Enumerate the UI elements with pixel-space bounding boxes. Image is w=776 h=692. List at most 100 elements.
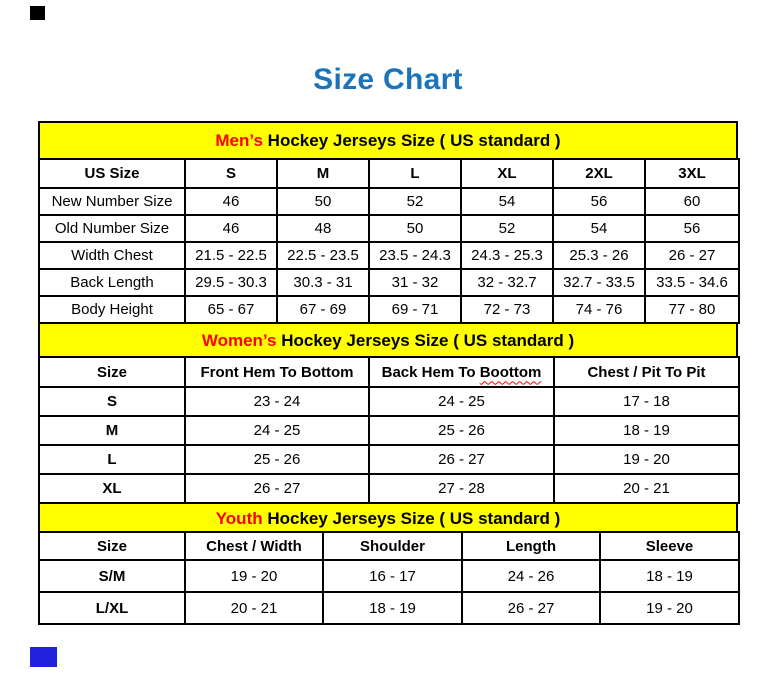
column-header: XL <box>460 158 554 189</box>
size-value: 16 - 17 <box>322 559 463 593</box>
size-value: 25 - 26 <box>368 415 555 446</box>
column-header: US Size <box>38 158 186 189</box>
size-value: 23.5 - 24.3 <box>368 241 462 270</box>
object-anchor-marker <box>30 6 45 20</box>
table-row: S 23 - 24 24 - 25 17 - 18 <box>38 386 740 417</box>
size-value: 52 <box>460 214 554 243</box>
section-womens: Women’s Hockey Jerseys Size ( US standar… <box>38 322 740 504</box>
size-value: 54 <box>552 214 646 243</box>
column-header: Chest / Pit To Pit <box>553 356 740 388</box>
size-value: 25 - 26 <box>184 444 370 475</box>
row-label: Body Height <box>38 295 186 324</box>
size-value: 20 - 21 <box>553 473 740 504</box>
size-value: 65 - 67 <box>184 295 278 324</box>
misspelled-word: Boottom <box>479 363 542 381</box>
size-value: 18 - 19 <box>599 559 740 593</box>
size-value: 18 - 19 <box>322 591 463 625</box>
section-mens: Men’s Hockey Jerseys Size ( US standard … <box>38 121 740 324</box>
section-band-youth: Youth Hockey Jerseys Size ( US standard … <box>38 502 738 533</box>
size-value: 77 - 80 <box>644 295 740 324</box>
column-header: M <box>276 158 370 189</box>
size-value: 23 - 24 <box>184 386 370 417</box>
table-row: L 25 - 26 26 - 27 19 - 20 <box>38 444 740 475</box>
row-label: XL <box>38 473 186 504</box>
size-value: 52 <box>368 187 462 216</box>
row-label: L/XL <box>38 591 186 625</box>
column-header: Back Hem To Boottom <box>368 356 555 388</box>
page-margin-marker <box>30 647 57 667</box>
size-value: 24 - 26 <box>461 559 601 593</box>
column-header: Chest / Width <box>184 531 324 561</box>
table-row: S/M 19 - 20 16 - 17 24 - 26 18 - 19 <box>38 559 740 593</box>
band-highlight-womens: Women’s <box>201 331 277 350</box>
section-youth: Youth Hockey Jerseys Size ( US standard … <box>38 502 740 625</box>
column-header: 2XL <box>552 158 646 189</box>
table-row: XL 26 - 27 27 - 28 20 - 21 <box>38 473 740 504</box>
row-label: S <box>38 386 186 417</box>
column-header: Shoulder <box>322 531 463 561</box>
column-header: Length <box>461 531 601 561</box>
size-value: 48 <box>276 214 370 243</box>
size-value: 56 <box>644 214 740 243</box>
band-highlight-youth: Youth <box>215 508 263 528</box>
size-value: 50 <box>368 214 462 243</box>
table-row: New Number Size 46 50 52 54 56 60 <box>38 187 740 216</box>
size-value: 19 - 20 <box>184 559 324 593</box>
column-header: Size <box>38 356 186 388</box>
size-value: 32.7 - 33.5 <box>552 268 646 297</box>
size-value: 31 - 32 <box>368 268 462 297</box>
header-row: Size Chest / Width Shoulder Length Sleeve <box>38 531 740 561</box>
table-row: L/XL 20 - 21 18 - 19 26 - 27 19 - 20 <box>38 591 740 625</box>
section-band-mens: Men’s Hockey Jerseys Size ( US standard … <box>38 121 738 158</box>
size-value: 30.3 - 31 <box>276 268 370 297</box>
womens-size-table: Size Front Hem To Bottom Back Hem To Boott… <box>38 356 740 504</box>
size-value: 24 - 25 <box>184 415 370 446</box>
row-label: S/M <box>38 559 186 593</box>
row-label: New Number Size <box>38 187 186 216</box>
column-header: Sleeve <box>599 531 740 561</box>
table-row: Body Height 65 - 67 67 - 69 69 - 71 72 - 73 7… <box>38 295 740 324</box>
size-value: 26 - 27 <box>368 444 555 475</box>
size-value: 32 - 32.7 <box>460 268 554 297</box>
size-value: 46 <box>184 214 278 243</box>
size-value: 26 - 27 <box>461 591 601 625</box>
column-header: 3XL <box>644 158 740 189</box>
row-label: Old Number Size <box>38 214 186 243</box>
size-value: 17 - 18 <box>553 386 740 417</box>
size-value: 25.3 - 26 <box>552 241 646 270</box>
column-header: L <box>368 158 462 189</box>
size-value: 24 - 25 <box>368 386 555 417</box>
size-value: 50 <box>276 187 370 216</box>
size-value: 46 <box>184 187 278 216</box>
size-value: 29.5 - 30.3 <box>184 268 278 297</box>
size-value: 56 <box>552 187 646 216</box>
column-header: Front Hem To Bottom <box>184 356 370 388</box>
header-row: Size Front Hem To Bottom Back Hem To Boott… <box>38 356 740 388</box>
size-value: 54 <box>460 187 554 216</box>
size-chart: Men’s Hockey Jerseys Size ( US standard … <box>38 121 740 625</box>
size-value: 27 - 28 <box>368 473 555 504</box>
band-rest-mens: Hockey Jerseys Size ( US standard ) <box>267 130 561 150</box>
youth-size-table: Size Chest / Width Shoulder Length Sleeve S/M… <box>38 531 740 625</box>
size-value: 19 - 20 <box>553 444 740 475</box>
size-value: 22.5 - 23.5 <box>276 241 370 270</box>
size-value: 26 - 27 <box>184 473 370 504</box>
table-row: Old Number Size 46 48 50 52 54 56 <box>38 214 740 243</box>
table-row: Width Chest 21.5 - 22.5 22.5 - 23.5 23.5 - … <box>38 241 740 270</box>
size-value: 18 - 19 <box>553 415 740 446</box>
band-rest-youth: Hockey Jerseys Size ( US standard ) <box>267 508 561 528</box>
size-value: 69 - 71 <box>368 295 462 324</box>
column-header: S <box>184 158 278 189</box>
table-row: Back Length 29.5 - 30.3 30.3 - 31 31 - 32 32… <box>38 268 740 297</box>
section-band-womens: Women’s Hockey Jerseys Size ( US standar… <box>38 322 738 358</box>
row-label: M <box>38 415 186 446</box>
size-value: 33.5 - 34.6 <box>644 268 740 297</box>
size-value: 20 - 21 <box>184 591 324 625</box>
size-value: 21.5 - 22.5 <box>184 241 278 270</box>
column-header: Size <box>38 531 186 561</box>
size-value: 19 - 20 <box>599 591 740 625</box>
row-label: L <box>38 444 186 475</box>
row-label: Back Length <box>38 268 186 297</box>
size-value: 67 - 69 <box>276 295 370 324</box>
size-value: 24.3 - 25.3 <box>460 241 554 270</box>
